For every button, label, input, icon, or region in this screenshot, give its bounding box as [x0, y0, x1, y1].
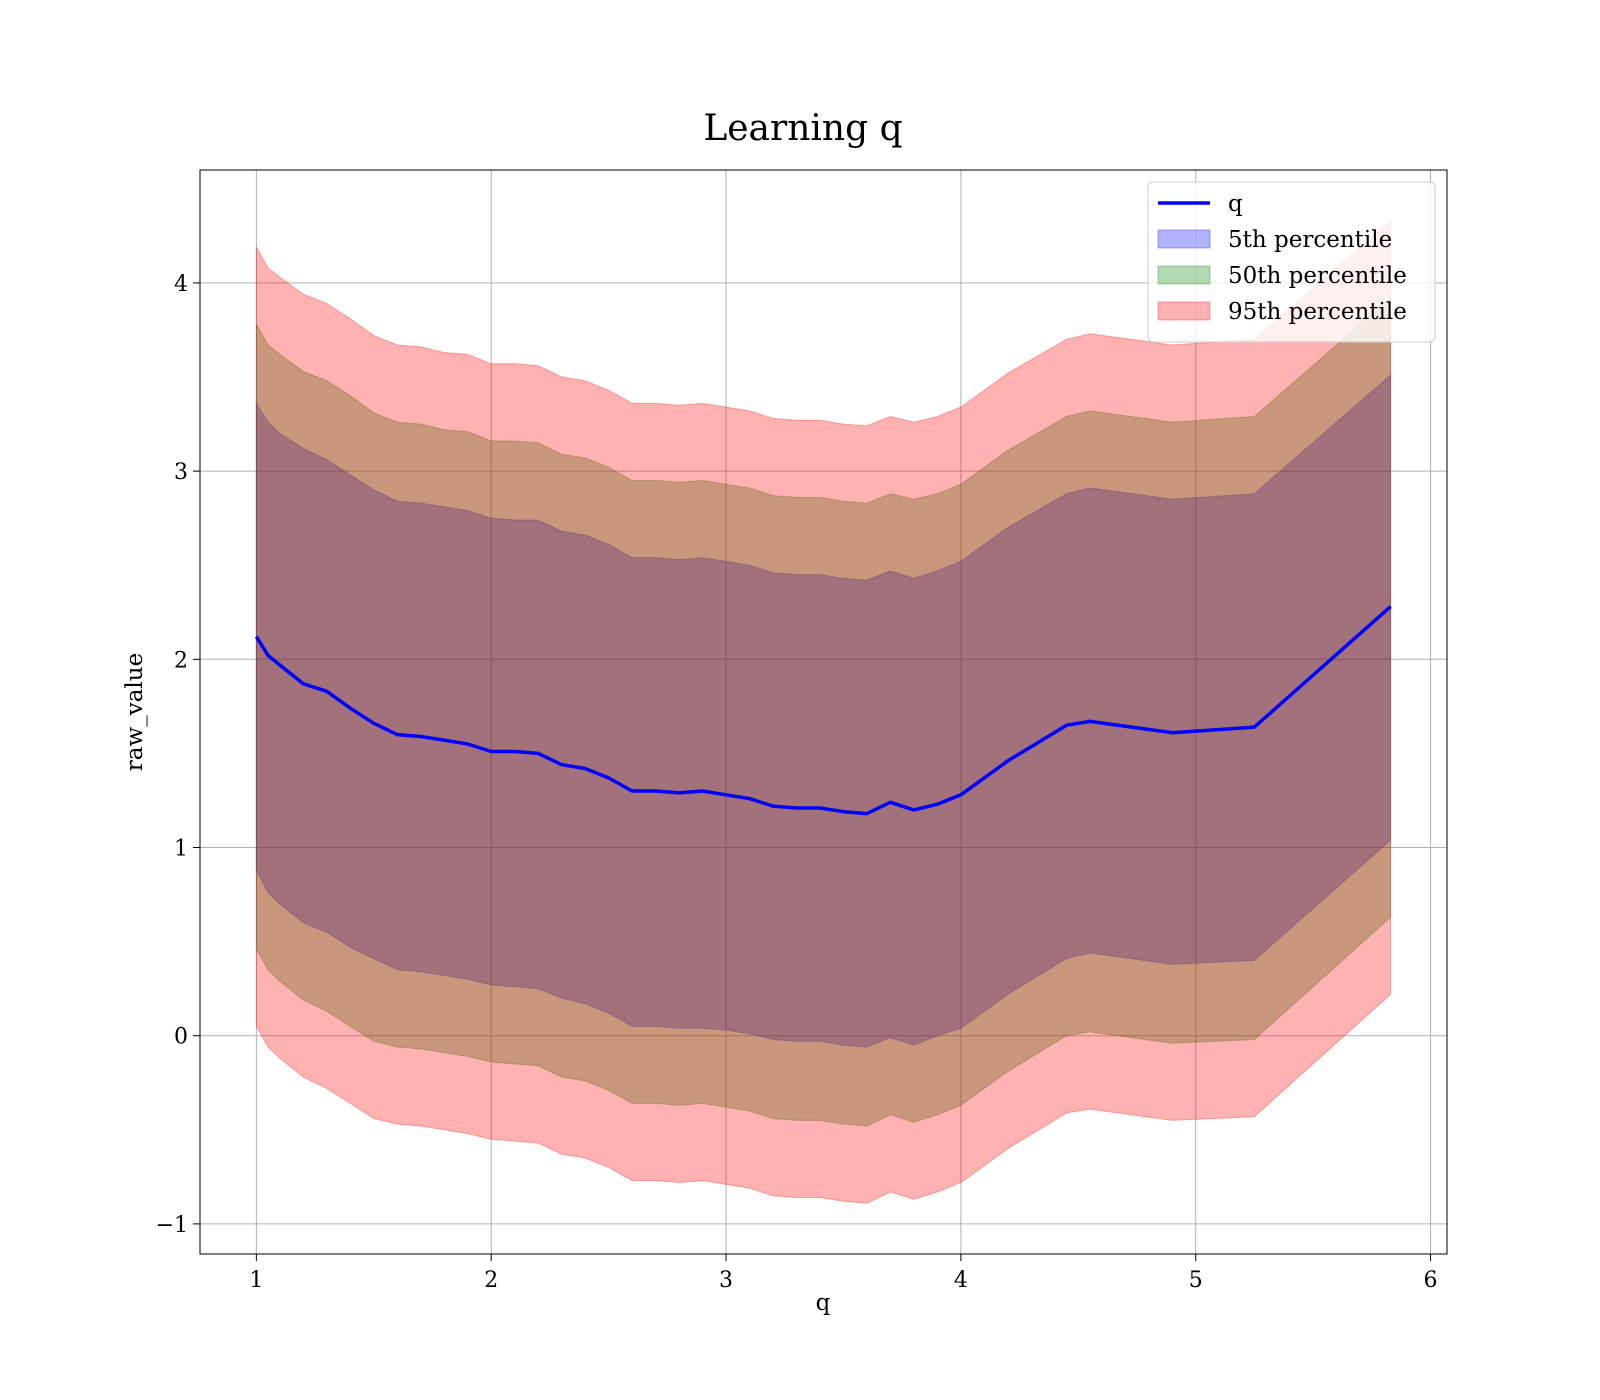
legend-box — [1147, 181, 1436, 343]
band-95th-percentile — [255, 219, 1392, 1204]
legend-label-5th-percentile: 5th percentile — [1228, 227, 1392, 253]
y-axis-ticks: −1 0 1 2 3 4 — [156, 272, 200, 1238]
y-axis-label: raw_value — [122, 653, 148, 771]
y-tick-label: 3 — [174, 460, 188, 485]
percentile-bands — [255, 219, 1392, 1204]
x-tick-label: 1 — [249, 1268, 263, 1293]
y-tick-label: 0 — [174, 1025, 188, 1050]
legend-swatch-95th-percentile — [1157, 301, 1211, 321]
legend-swatch-50th-percentile — [1157, 265, 1211, 285]
legend-label-q: q — [1228, 191, 1243, 217]
y-tick-label: 4 — [174, 272, 188, 297]
x-tick-label: 4 — [954, 1268, 968, 1293]
band-50th-percentile — [255, 296, 1392, 1127]
y-tick-label: 2 — [174, 648, 188, 673]
x-tick-label: 2 — [484, 1268, 498, 1293]
y-tick-label: 1 — [174, 837, 188, 862]
x-tick-label: 5 — [1189, 1268, 1203, 1293]
series-line-q — [254, 605, 1392, 816]
y-tick-label: −1 — [156, 1213, 188, 1238]
x-axis-ticks: 1 2 3 4 5 6 — [249, 1254, 1438, 1293]
series-lines — [254, 605, 1392, 816]
legend-swatch-5th-percentile — [1157, 229, 1211, 249]
x-axis-label: q — [816, 1290, 831, 1316]
x-tick-label: 6 — [1424, 1268, 1438, 1293]
band-5th-percentile — [255, 374, 1392, 1048]
chart-title: Learning q — [703, 108, 902, 149]
legend-label-50th-percentile: 50th percentile — [1228, 263, 1407, 289]
legend-label-95th-percentile: 95th percentile — [1228, 299, 1407, 325]
grid — [200, 170, 1447, 1254]
legend: q 5th percentile 50th percentile 95th perce… — [1147, 181, 1436, 343]
plot-area — [199, 169, 1448, 1255]
x-tick-label: 3 — [719, 1268, 733, 1293]
